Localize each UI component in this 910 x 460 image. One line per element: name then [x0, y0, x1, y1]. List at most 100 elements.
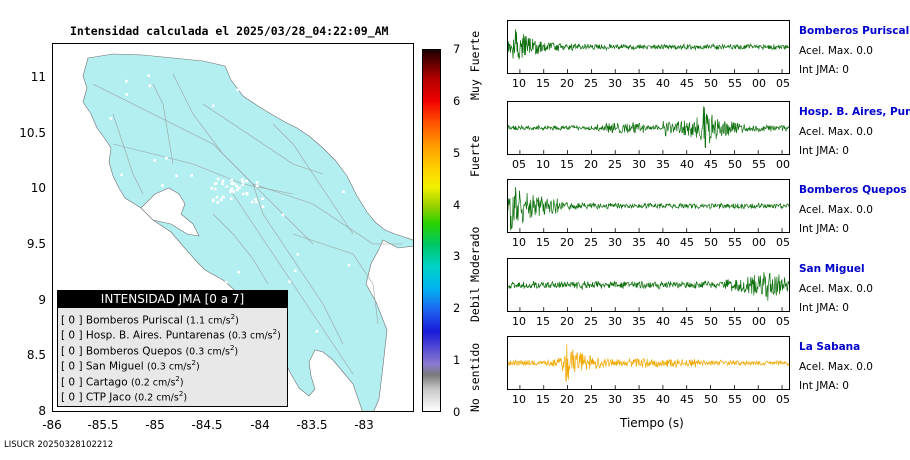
station-marker — [229, 188, 233, 192]
station-marker — [254, 198, 257, 201]
time-tick-label: 00 — [752, 315, 766, 328]
legend-item-exponent: 2 — [272, 328, 278, 337]
station-name: San Miguel — [799, 263, 865, 275]
legend-item: [ 0 ] Bomberos Quepos (0.3 cm/s2) — [61, 344, 238, 358]
map-y-tick: 10 — [30, 181, 46, 195]
time-tick-label: 10 — [536, 158, 550, 171]
waveform-panel — [507, 258, 790, 312]
station-marker — [105, 285, 108, 289]
station-marker — [255, 200, 258, 204]
station-marker — [245, 179, 248, 183]
time-tick-label: 30 — [632, 158, 646, 171]
station-marker — [175, 174, 178, 178]
map-title: Intensidad calculada el 2025/03/28_04:22… — [70, 24, 389, 38]
waveform-trace — [508, 344, 789, 382]
time-tick-label: 00 — [776, 158, 790, 171]
time-tick-label: 50 — [704, 315, 718, 328]
station-marker — [235, 184, 238, 188]
intensity-legend — [57, 290, 288, 407]
time-tick-label: 20 — [560, 236, 574, 249]
station-marker — [255, 184, 259, 188]
road-line — [272, 123, 354, 235]
station-marker — [178, 210, 182, 214]
time-tick-label: 05 — [776, 315, 790, 328]
colorbar-label: Fuerte — [468, 135, 482, 177]
legend-item-close: ) — [195, 361, 200, 373]
time-tick-label: 25 — [584, 77, 598, 90]
station-marker — [214, 182, 218, 185]
colorbar-label: No sentido — [468, 342, 482, 412]
map-y-tick: 8 — [38, 404, 46, 418]
waveform-svg — [508, 344, 789, 389]
colorbar-tick: 1 — [453, 353, 461, 368]
station-marker — [221, 182, 224, 185]
station-marker — [315, 330, 319, 333]
time-tick-label: 10 — [512, 236, 526, 249]
station-marker — [255, 181, 259, 184]
station-max-accel: Acel. Max. 0.0 — [799, 204, 873, 216]
time-tick-label: 20 — [560, 393, 574, 406]
legend-item-value: (0.2 cm/s — [130, 377, 176, 389]
time-tick-label: 35 — [632, 77, 646, 90]
station-marker — [212, 199, 215, 203]
legend-item-level: [ 0 ] — [61, 345, 86, 358]
legend-item-exponent: 2 — [229, 343, 235, 352]
time-tick-label: 55 — [728, 77, 742, 90]
time-tick-label: 25 — [584, 236, 598, 249]
station-marker — [271, 98, 275, 101]
station-marker — [190, 174, 193, 177]
station-marker — [231, 182, 235, 185]
time-tick-label: 05 — [776, 393, 790, 406]
time-tick-label: 35 — [632, 393, 646, 406]
station-marker — [161, 184, 164, 187]
colorbar-tick: 5 — [453, 145, 461, 160]
station-marker — [237, 270, 240, 274]
time-tick-label: 50 — [728, 158, 742, 171]
time-tick-label: 55 — [728, 393, 742, 406]
footer-id: LISUCR 20250328102212 — [4, 440, 114, 450]
legend-item-exponent: 2 — [230, 313, 236, 321]
time-tick-label: 30 — [608, 315, 622, 328]
nicoya-gulf-bay — [140, 187, 200, 237]
map-y-tick: 8.5 — [26, 348, 46, 362]
station-marker — [111, 242, 114, 245]
time-tick-label: 00 — [752, 236, 766, 249]
time-tick-label: 20 — [560, 315, 574, 328]
station-marker — [165, 156, 168, 160]
time-tick-label: 55 — [752, 158, 766, 171]
time-tick-label: 45 — [704, 158, 718, 171]
map-x-tick: -83 — [354, 418, 374, 432]
time-tick-label: 30 — [608, 393, 622, 406]
time-tick-label: 35 — [632, 315, 646, 328]
station-name: Bomberos Puriscal — [799, 25, 910, 37]
time-tick-label: 25 — [584, 315, 598, 328]
map-x-tick: -84 — [250, 418, 270, 432]
road-line — [252, 183, 403, 245]
legend-item-exponent: 2 — [178, 390, 184, 398]
time-tick-label: 30 — [608, 236, 622, 249]
station-marker — [288, 280, 291, 283]
road-line — [232, 193, 354, 375]
station-marker — [230, 178, 234, 182]
station-name: Hosp. B. Aires, Puntare — [799, 106, 910, 118]
legend-item: [ 0 ] San Miguel (0.3 cm/s2) — [61, 359, 200, 373]
station-marker — [221, 179, 225, 183]
map-y-tick: 9 — [38, 293, 46, 307]
station-marker — [104, 174, 108, 178]
time-tick-label: 00 — [752, 393, 766, 406]
map-x-tick: -84.5 — [191, 418, 223, 432]
map-x-tick: -85.5 — [87, 418, 119, 432]
time-tick-label: 40 — [656, 393, 670, 406]
legend-item-level: [ 0 ] — [61, 391, 86, 404]
legend-item-close: ) — [179, 377, 184, 389]
time-tick-label: 45 — [680, 236, 694, 249]
station-marker — [240, 178, 244, 181]
station-marker — [252, 80, 256, 84]
colorbar-tick: 6 — [453, 93, 461, 108]
time-tick-label: 00 — [752, 77, 766, 90]
station-marker — [148, 84, 152, 88]
waveform-svg — [508, 272, 789, 311]
station-marker — [261, 197, 264, 201]
station-marker — [216, 177, 220, 181]
colorbar-label: Moderado — [468, 226, 482, 282]
